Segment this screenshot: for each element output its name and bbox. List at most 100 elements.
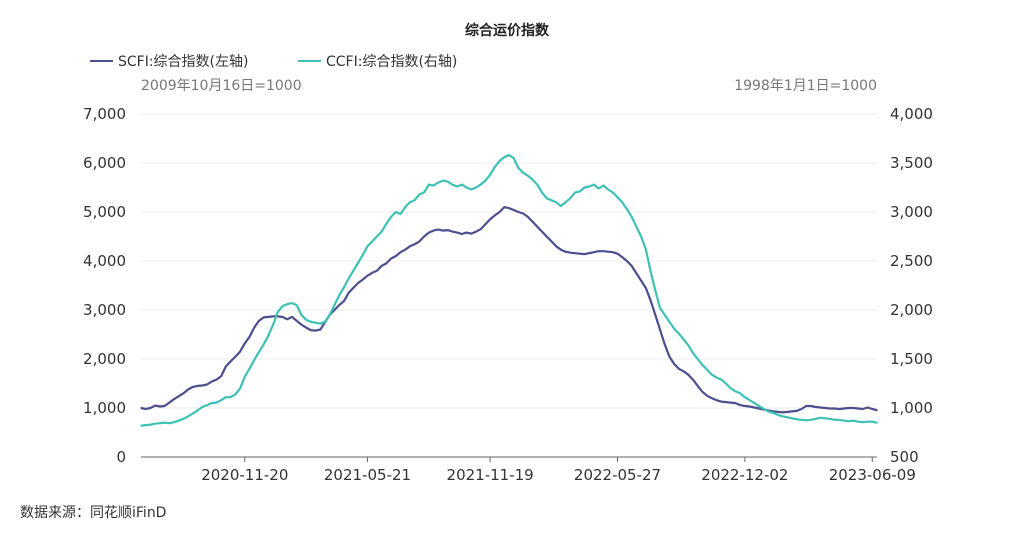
data-point	[800, 408, 803, 410]
data-point	[829, 418, 831, 420]
data-point	[258, 320, 260, 322]
data-point	[739, 392, 741, 395]
data-point	[579, 252, 581, 255]
data-point	[748, 405, 751, 408]
data-point	[621, 256, 623, 258]
x-axis: 2020-11-20 2021-05-21 2021-11-19 2022-05-27…	[201, 457, 916, 484]
right-tick-label: 4,000	[890, 105, 933, 123]
data-point	[744, 405, 746, 407]
data-point	[192, 412, 194, 415]
data-point	[871, 420, 874, 423]
data-point	[413, 243, 416, 246]
data-point	[390, 257, 392, 260]
data-point	[211, 402, 213, 404]
data-point	[140, 424, 142, 427]
data-point	[810, 405, 812, 407]
data-point	[508, 154, 510, 156]
data-point	[343, 286, 345, 289]
x-tick-label: 2021-05-21	[324, 466, 411, 484]
data-point	[720, 400, 723, 403]
data-point	[399, 251, 402, 253]
data-point	[503, 156, 506, 158]
data-point	[479, 228, 482, 230]
data-point	[673, 363, 675, 365]
data-point	[281, 316, 284, 318]
data-point	[168, 422, 171, 425]
series-scfi	[140, 206, 878, 414]
data-point	[494, 214, 496, 217]
data-point	[338, 294, 341, 297]
data-point	[512, 157, 515, 159]
data-point	[545, 197, 548, 200]
data-point	[380, 265, 383, 267]
data-point	[305, 319, 307, 321]
data-point	[814, 418, 817, 420]
series-layer	[140, 154, 878, 427]
data-point	[201, 406, 204, 408]
data-point	[843, 419, 845, 422]
data-point	[456, 185, 458, 188]
data-point	[612, 191, 614, 194]
data-point	[701, 391, 704, 393]
data-point	[215, 378, 218, 381]
data-point	[734, 402, 737, 404]
data-point	[281, 305, 284, 307]
data-point	[267, 334, 270, 337]
data-point	[777, 411, 779, 413]
data-point	[159, 422, 161, 425]
data-point	[847, 407, 850, 409]
data-point	[159, 405, 161, 408]
data-point	[673, 327, 675, 330]
data-point	[555, 245, 557, 248]
data-point	[550, 199, 553, 201]
data-point	[560, 248, 562, 251]
data-point	[262, 343, 265, 346]
data-point	[475, 230, 477, 233]
data-point	[711, 373, 713, 376]
data-point	[579, 190, 581, 193]
data-point	[380, 230, 383, 233]
data-point	[852, 407, 855, 409]
data-point	[824, 417, 826, 420]
data-point	[668, 321, 671, 323]
data-point	[395, 211, 397, 213]
data-point	[479, 183, 482, 186]
data-point	[201, 384, 204, 387]
data-point	[645, 248, 647, 250]
data-point	[777, 414, 779, 416]
data-point	[512, 209, 515, 211]
data-point	[876, 409, 878, 412]
data-point	[163, 405, 166, 407]
data-point	[659, 307, 661, 309]
data-point	[640, 279, 642, 282]
data-point	[428, 183, 430, 186]
data-point	[144, 408, 147, 410]
data-point	[404, 206, 407, 208]
data-point	[772, 412, 774, 414]
data-point	[758, 405, 760, 407]
data-point	[428, 231, 430, 234]
data-point	[498, 211, 501, 213]
data-point	[442, 179, 444, 182]
data-point	[621, 201, 623, 203]
data-point	[310, 321, 312, 323]
data-point	[574, 252, 576, 254]
data-point	[451, 230, 454, 233]
data-point	[753, 406, 756, 409]
data-point	[229, 396, 232, 399]
data-point	[361, 278, 364, 281]
data-point	[418, 240, 421, 243]
data-point	[531, 178, 534, 181]
data-point	[333, 309, 336, 311]
data-point	[324, 321, 326, 323]
data-point	[630, 265, 633, 267]
data-point	[692, 352, 694, 354]
data-point	[182, 418, 185, 420]
data-point	[498, 160, 501, 162]
data-point	[451, 183, 454, 186]
data-point	[277, 311, 279, 313]
data-point	[517, 211, 520, 213]
data-point	[786, 411, 789, 413]
data-point	[239, 387, 241, 390]
legend-label-scfi: SCFI:综合指数(左轴)	[118, 54, 248, 70]
